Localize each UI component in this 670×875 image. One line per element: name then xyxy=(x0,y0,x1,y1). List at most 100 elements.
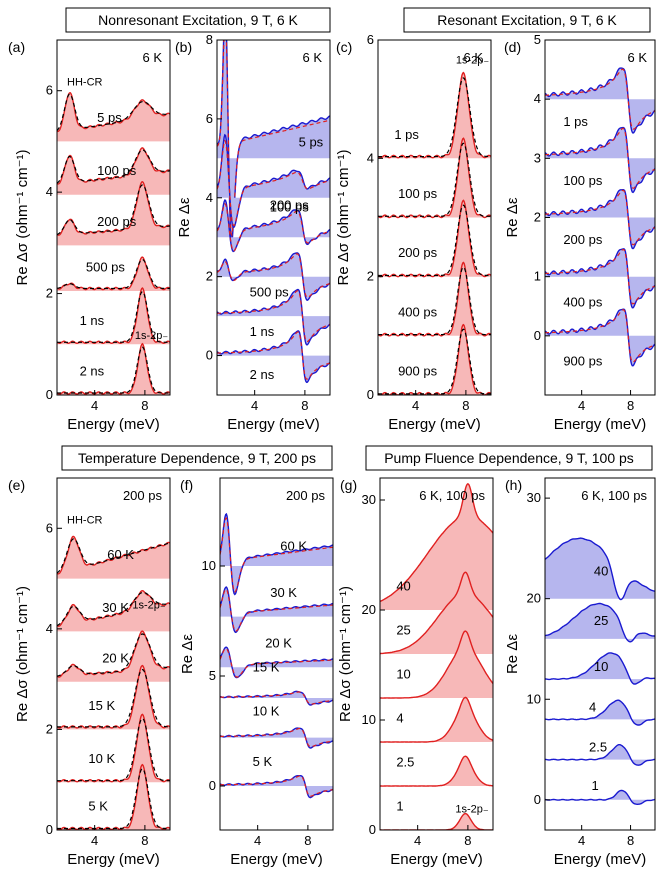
series-fill xyxy=(217,253,330,301)
series-label: 1 ns xyxy=(80,313,105,328)
series-fill xyxy=(380,813,493,830)
series-3 xyxy=(545,189,655,250)
series-line xyxy=(545,126,655,194)
series-fill xyxy=(378,200,491,277)
series-line xyxy=(380,755,493,787)
series-6 xyxy=(217,330,330,384)
y-axis-label: Re Δε xyxy=(176,197,193,237)
series-label: 20 K xyxy=(102,650,129,665)
series-fill xyxy=(380,697,493,743)
series-line xyxy=(217,288,330,346)
series-5 xyxy=(380,755,493,787)
fit-line xyxy=(378,328,491,395)
x-tick-label: 8 xyxy=(141,398,148,413)
axes-frame xyxy=(219,477,334,831)
corner-label: 200 ps xyxy=(286,488,326,503)
series-fill xyxy=(217,40,330,243)
fit-line xyxy=(57,346,170,394)
panel-f: 60 K 30 K 20 K 15 K 10 K 5 K 4 8 0 5 10 Energy (meV… xyxy=(179,477,334,868)
series-6 xyxy=(57,763,170,830)
series-line xyxy=(378,71,491,159)
series-fill xyxy=(378,262,491,336)
fit-line xyxy=(57,668,170,728)
series-fill xyxy=(57,536,170,579)
y-tick-label: 3 xyxy=(534,150,541,165)
series-line xyxy=(220,586,333,634)
y-tick-label: 8 xyxy=(206,32,213,47)
x-axis-label: Energy (meV) xyxy=(230,851,323,868)
series-fill xyxy=(545,309,655,366)
group-title-4: Pump Fluence Dependence, 9 T, 100 ps xyxy=(365,445,653,471)
series-fill xyxy=(545,538,655,600)
fit-line xyxy=(545,248,655,305)
series-label: 100 ps xyxy=(97,163,137,178)
y-tick-label: 0 xyxy=(369,822,376,837)
annotation: HH-CR xyxy=(67,514,102,526)
plot-area xyxy=(57,92,170,395)
y-tick-label: 6 xyxy=(206,111,213,126)
panel-d: 1 ps 100 ps 200 ps 400 ps 900 ps 4 8 0 1 2 3 4 5 Ener… xyxy=(504,32,656,433)
group-title-text: Pump Fluence Dependence, 9 T, 100 ps xyxy=(384,450,634,466)
series-label: 40 xyxy=(594,564,608,579)
corner-label: 6 K xyxy=(463,50,483,65)
series-line xyxy=(380,630,493,699)
series-line xyxy=(545,308,655,367)
x-tick-label: 8 xyxy=(627,833,634,848)
corner-label: 6 K xyxy=(302,50,322,65)
panel-c: 1 ps 100 ps 200 ps 400 ps 900 ps 4 8 0 2 4 6 Energy… xyxy=(335,32,492,433)
panel-label: (f) xyxy=(180,477,193,493)
axes-frame xyxy=(216,39,331,396)
series-label: 10 K xyxy=(253,704,280,719)
panel-label: (a) xyxy=(8,39,25,55)
panel-g: 40 25 10 4 2.5 1 4 8 0 10 20 30 Energy (meV) Re Δσ (o… xyxy=(337,477,494,868)
series-label: 40 xyxy=(396,579,410,594)
fit-line xyxy=(378,266,491,336)
series-line xyxy=(380,812,493,830)
series-1 xyxy=(220,512,333,596)
annotation: 1s-2p₋ xyxy=(456,55,490,67)
series-4 xyxy=(380,696,493,743)
series-label: 25 xyxy=(396,623,410,638)
x-tick-label: 4 xyxy=(578,398,585,413)
series-fill xyxy=(545,700,655,725)
x-axis-label: Energy (meV) xyxy=(554,851,647,868)
series-fill xyxy=(545,127,655,193)
series-label: 500 ps xyxy=(86,260,126,275)
plot-area xyxy=(220,512,333,799)
series-3 xyxy=(220,646,333,679)
series-fill xyxy=(378,324,491,395)
y-tick-label: 4 xyxy=(46,184,53,199)
series-label: 100 ps xyxy=(398,186,438,201)
annotation: HH-CR xyxy=(67,77,102,89)
panel-e: 60 K 30 K 20 K 15 K 10 K 5 K 4 8 0 2 4 6 Energy (meV… xyxy=(8,477,171,868)
series-label: 900 ps xyxy=(398,364,438,379)
series-4 xyxy=(57,256,170,291)
series-line xyxy=(380,571,493,655)
axes-frame xyxy=(544,477,656,831)
panel-label: (e) xyxy=(8,477,25,493)
series-fill xyxy=(57,665,170,730)
series-line xyxy=(545,789,655,805)
plot-area xyxy=(378,71,491,395)
series-line xyxy=(545,67,655,134)
x-tick-label: 4 xyxy=(412,398,419,413)
series-fill xyxy=(545,790,655,805)
annotation: 1s-2p₋ xyxy=(132,600,166,612)
title-frame xyxy=(61,445,333,471)
series-line xyxy=(545,537,655,601)
series-fill xyxy=(57,181,170,246)
group-title-text: Resonant Excitation, 9 T, 6 K xyxy=(437,12,617,28)
axes-frame xyxy=(377,39,492,396)
series-1 xyxy=(378,71,491,159)
y-tick-label: 0 xyxy=(534,328,541,343)
x-axis-label: Energy (meV) xyxy=(67,851,160,868)
y-tick-label: 0 xyxy=(46,387,53,402)
panel-label: (h) xyxy=(505,477,522,493)
series-fill xyxy=(380,631,493,699)
series-2 xyxy=(545,126,655,194)
panel-label: (g) xyxy=(340,477,357,493)
y-tick-label: 0 xyxy=(209,778,216,793)
series-fill xyxy=(57,343,170,395)
y-tick-label: 6 xyxy=(46,520,53,535)
